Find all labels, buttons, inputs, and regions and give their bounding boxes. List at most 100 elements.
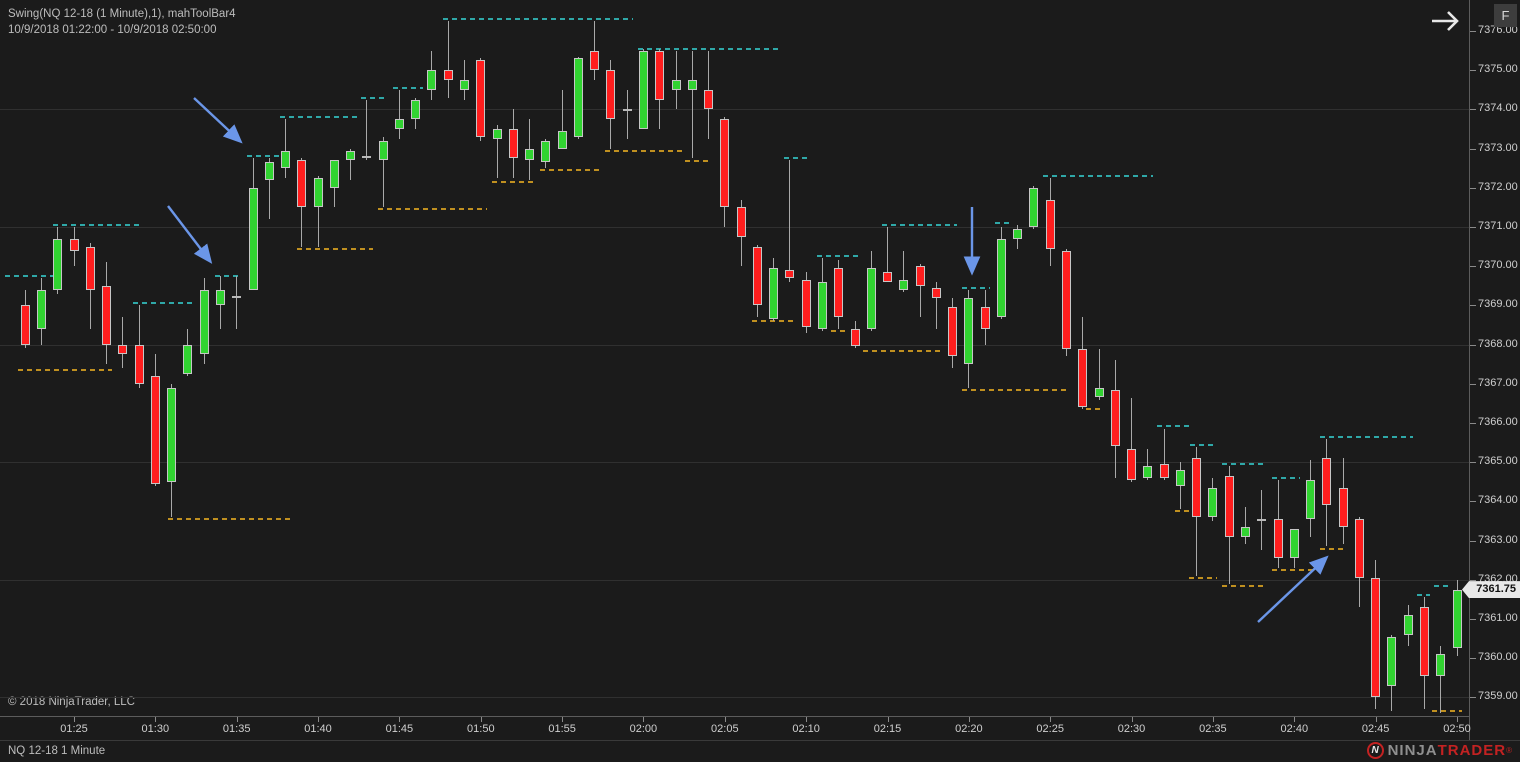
gridline bbox=[0, 579, 1469, 581]
swing-high-line bbox=[133, 302, 193, 305]
candle-wick bbox=[1440, 646, 1442, 713]
candle-wick bbox=[447, 21, 449, 98]
candle-body bbox=[1110, 389, 1120, 447]
candle-body bbox=[687, 80, 697, 90]
price-tick bbox=[1470, 462, 1476, 464]
swing-high-line bbox=[1320, 435, 1413, 438]
swing-high-line bbox=[1272, 476, 1300, 479]
price-tick bbox=[1470, 109, 1476, 111]
swing-high-line bbox=[995, 222, 1010, 224]
price-label: 7374.00 bbox=[1478, 102, 1518, 115]
price-label: 7367.00 bbox=[1478, 376, 1518, 389]
candle-body bbox=[590, 50, 600, 71]
time-tick bbox=[1375, 717, 1377, 722]
time-label: 01:25 bbox=[60, 723, 88, 735]
price-tick bbox=[1470, 344, 1476, 346]
candle-body bbox=[1322, 458, 1332, 506]
price-tick bbox=[1470, 31, 1476, 32]
gridline bbox=[0, 462, 1469, 464]
candle-body bbox=[1224, 475, 1234, 537]
candle-body bbox=[638, 50, 648, 129]
candle-body bbox=[866, 268, 876, 329]
candle-body bbox=[329, 160, 339, 188]
candle-body bbox=[313, 178, 323, 208]
candle-body bbox=[1208, 487, 1218, 518]
candle-body bbox=[850, 328, 860, 347]
candle-body bbox=[1387, 636, 1397, 686]
candle-body bbox=[1273, 519, 1283, 559]
candle-body bbox=[85, 246, 95, 290]
swing-high-line bbox=[784, 157, 811, 160]
swing-high-line bbox=[1417, 594, 1430, 597]
chart-plot-area[interactable]: Swing(NQ 12-18 (1 Minute),1), mahToolBar… bbox=[0, 0, 1469, 716]
candle-body bbox=[297, 160, 307, 208]
candle-body bbox=[769, 268, 779, 320]
candle-body bbox=[215, 289, 225, 306]
candle-body bbox=[1078, 348, 1088, 408]
status-bar-border bbox=[0, 740, 1520, 741]
time-label: 01:30 bbox=[141, 723, 170, 735]
f-button[interactable]: F bbox=[1494, 4, 1517, 27]
price-label: 7359.00 bbox=[1478, 690, 1518, 703]
candle-body bbox=[1371, 577, 1381, 698]
price-label: 7364.00 bbox=[1478, 494, 1518, 507]
candle-body bbox=[817, 281, 827, 329]
price-tick bbox=[1470, 540, 1476, 542]
time-label: 02:50 bbox=[1443, 723, 1471, 735]
time-label: 02:35 bbox=[1199, 723, 1227, 735]
swing-low-line bbox=[831, 329, 846, 332]
time-tick bbox=[74, 717, 75, 722]
time-label: 02:10 bbox=[792, 723, 820, 735]
candle-body bbox=[134, 344, 144, 384]
candle-body bbox=[1192, 458, 1202, 518]
swing-low-line bbox=[605, 149, 682, 152]
swing-low-line bbox=[1432, 710, 1462, 713]
price-tick bbox=[1470, 619, 1476, 620]
candle-wick bbox=[317, 176, 319, 247]
chart-date-range: 10/9/2018 01:22:00 - 10/9/2018 02:50:00 bbox=[8, 24, 217, 36]
gridline bbox=[0, 697, 1469, 699]
candle-body bbox=[541, 140, 551, 163]
candle-body bbox=[264, 162, 274, 180]
price-label: 7370.00 bbox=[1478, 259, 1518, 272]
price-axis[interactable]: 7376.00 7375.00 7374.00 7373.00 7372.00 7371.… bbox=[1470, 0, 1520, 740]
candle-body bbox=[492, 129, 502, 139]
candle-body bbox=[232, 295, 242, 298]
candle-body bbox=[199, 289, 209, 355]
swing-high-line bbox=[215, 275, 240, 277]
candle-body bbox=[248, 187, 258, 290]
time-label: 02:20 bbox=[955, 723, 983, 735]
candle-wick bbox=[1244, 507, 1246, 545]
candle-wick bbox=[236, 276, 238, 329]
candle-body bbox=[362, 156, 372, 159]
candle-body bbox=[460, 80, 469, 90]
candle-wick bbox=[398, 89, 400, 139]
candle-wick bbox=[366, 99, 368, 161]
time-tick bbox=[1212, 717, 1214, 722]
candle-body bbox=[167, 387, 177, 482]
candle-body bbox=[476, 60, 486, 137]
candle-wick bbox=[285, 119, 286, 178]
swing-low-line bbox=[18, 369, 112, 372]
chart-title-block: Swing(NQ 12-18 (1 Minute),1), mahToolBar… bbox=[8, 6, 236, 38]
candle-body bbox=[883, 272, 892, 282]
candle-body bbox=[996, 238, 1006, 318]
annotation-arrows bbox=[167, 97, 1329, 623]
right-arrow-icon[interactable] bbox=[1428, 6, 1466, 36]
swing-low-line bbox=[378, 208, 487, 211]
time-axis[interactable]: 01:25 01:30 01:35 01:40 01:45 01:50 01:55 02:00… bbox=[0, 717, 1471, 740]
candle-body bbox=[1403, 615, 1413, 635]
gridline bbox=[0, 344, 1469, 346]
candle-body bbox=[1159, 464, 1169, 478]
candle-body bbox=[508, 129, 518, 159]
time-tick bbox=[1457, 717, 1458, 722]
gridline bbox=[0, 227, 1469, 228]
time-tick bbox=[643, 717, 645, 722]
candle-wick bbox=[935, 281, 937, 329]
candle-wick bbox=[887, 227, 888, 282]
swing-high-line bbox=[1190, 443, 1217, 446]
annotation-arrow bbox=[167, 205, 213, 264]
price-label: 7369.00 bbox=[1478, 298, 1518, 311]
price-tick bbox=[1470, 697, 1476, 699]
candle-wick bbox=[464, 60, 465, 100]
